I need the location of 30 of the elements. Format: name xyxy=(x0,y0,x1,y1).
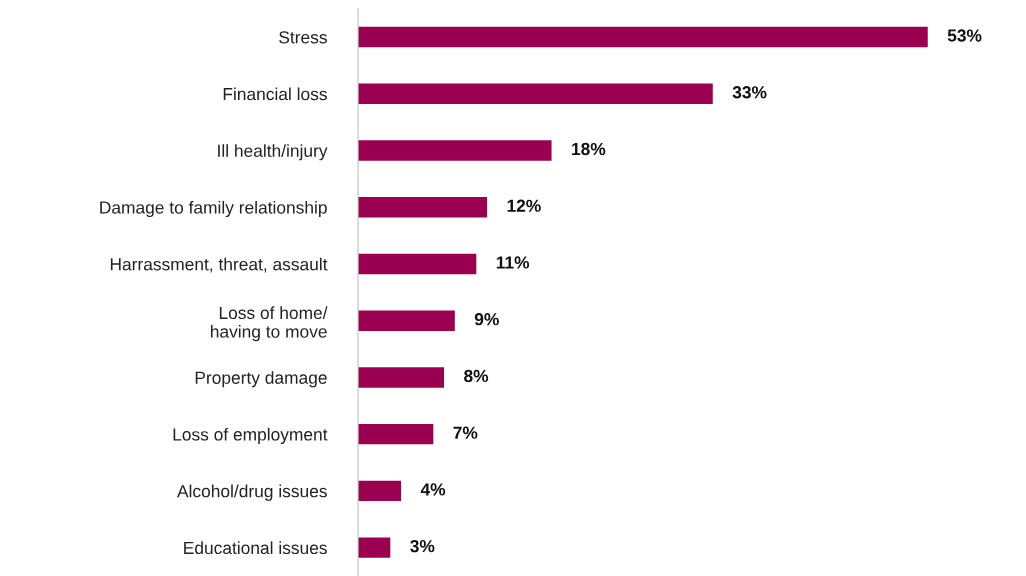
bar xyxy=(358,26,928,48)
bar xyxy=(358,480,402,502)
y-tick-label: Loss of employment xyxy=(173,427,328,445)
y-tick-label: Harrassment, threat, assault xyxy=(110,257,328,273)
bar xyxy=(358,140,552,161)
data-label: 33% xyxy=(732,86,767,99)
y-tick-label: Educational issues xyxy=(184,541,327,555)
data-label: 4% xyxy=(420,483,446,496)
y-tick-label: Damage to family relationship xyxy=(100,200,327,218)
bar xyxy=(358,423,434,445)
y-tick-label: Property damage xyxy=(195,371,327,388)
bar xyxy=(358,367,445,388)
bar xyxy=(358,253,477,275)
data-label: 12% xyxy=(507,199,541,212)
data-label: 53% xyxy=(947,29,982,42)
data-label: 7% xyxy=(453,426,478,439)
data-label: 18% xyxy=(572,142,606,156)
y-tick-label: Stress xyxy=(279,31,327,44)
bar xyxy=(358,197,488,218)
data-label: 3% xyxy=(410,540,435,553)
bar xyxy=(358,83,713,104)
y-tick-label: Alcohol/drug issues xyxy=(177,484,327,501)
data-label: 8% xyxy=(464,369,489,383)
y-tick-label: Ill health/injury xyxy=(218,144,328,161)
data-label: 11% xyxy=(496,256,530,269)
data-label: 9% xyxy=(474,313,499,326)
y-tick-label: Financial loss xyxy=(223,87,327,101)
bar xyxy=(358,537,391,558)
bar xyxy=(358,310,455,331)
y-tick-label: Loss of home/ having to move xyxy=(210,306,328,342)
